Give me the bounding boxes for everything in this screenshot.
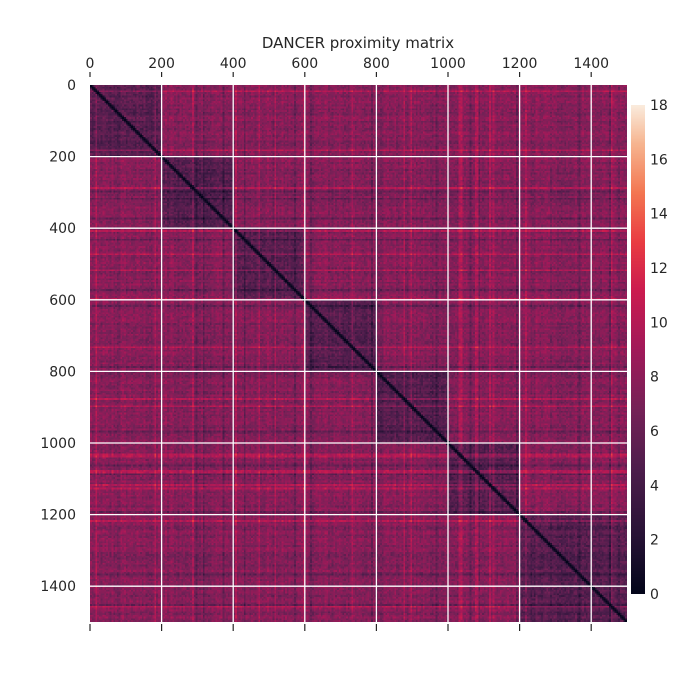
x-tick-label-6: 1200 (502, 56, 538, 72)
x-tick-label-1: 200 (148, 56, 175, 72)
y-tick-label-7: 1400 (40, 579, 76, 595)
colorbar-tick-label-8: 16 (650, 152, 668, 168)
colorbar-tick-label-1: 2 (650, 533, 659, 549)
colorbar-gradient (631, 105, 645, 594)
colorbar-tick-label-9: 18 (650, 98, 668, 114)
heatmap-cells (90, 85, 627, 622)
colorbar-tick-label-0: 0 (650, 587, 659, 603)
y-tick-label-4: 800 (49, 364, 76, 380)
colorbar-tick-label-7: 14 (650, 207, 668, 223)
y-tick-label-1: 200 (49, 150, 76, 166)
y-tick-label-2: 400 (49, 221, 76, 237)
colorbar-axis: 0 2 4 6 8 10 12 14 16 18 (650, 98, 668, 603)
x-tick-label-3: 600 (291, 56, 318, 72)
x-tick-label-4: 800 (363, 56, 390, 72)
colorbar-tick-label-3: 6 (650, 424, 659, 440)
x-tick-label-0: 0 (86, 56, 95, 72)
y-tick-label-5: 1000 (40, 436, 76, 452)
colorbar-tick-label-4: 8 (650, 370, 659, 386)
chart-title: DANCER proximity matrix (262, 34, 454, 52)
colorbar-tick-label-2: 4 (650, 478, 659, 494)
x-tick-label-7: 1400 (573, 56, 609, 72)
x-tick-label-2: 400 (220, 56, 247, 72)
colorbar-tick-label-6: 12 (650, 261, 668, 277)
colorbar-tick-label-5: 10 (650, 315, 668, 331)
y-tick-label-3: 600 (49, 293, 76, 309)
y-tick-label-6: 1200 (40, 508, 76, 524)
y-axis: 0 200 400 600 800 1000 1200 1400 (40, 78, 76, 595)
x-tick-label-5: 1000 (430, 56, 466, 72)
x-axis: 0 200 400 600 800 1000 1200 1400 (86, 56, 609, 631)
grid-lines (90, 85, 627, 622)
y-tick-label-0: 0 (67, 78, 76, 94)
